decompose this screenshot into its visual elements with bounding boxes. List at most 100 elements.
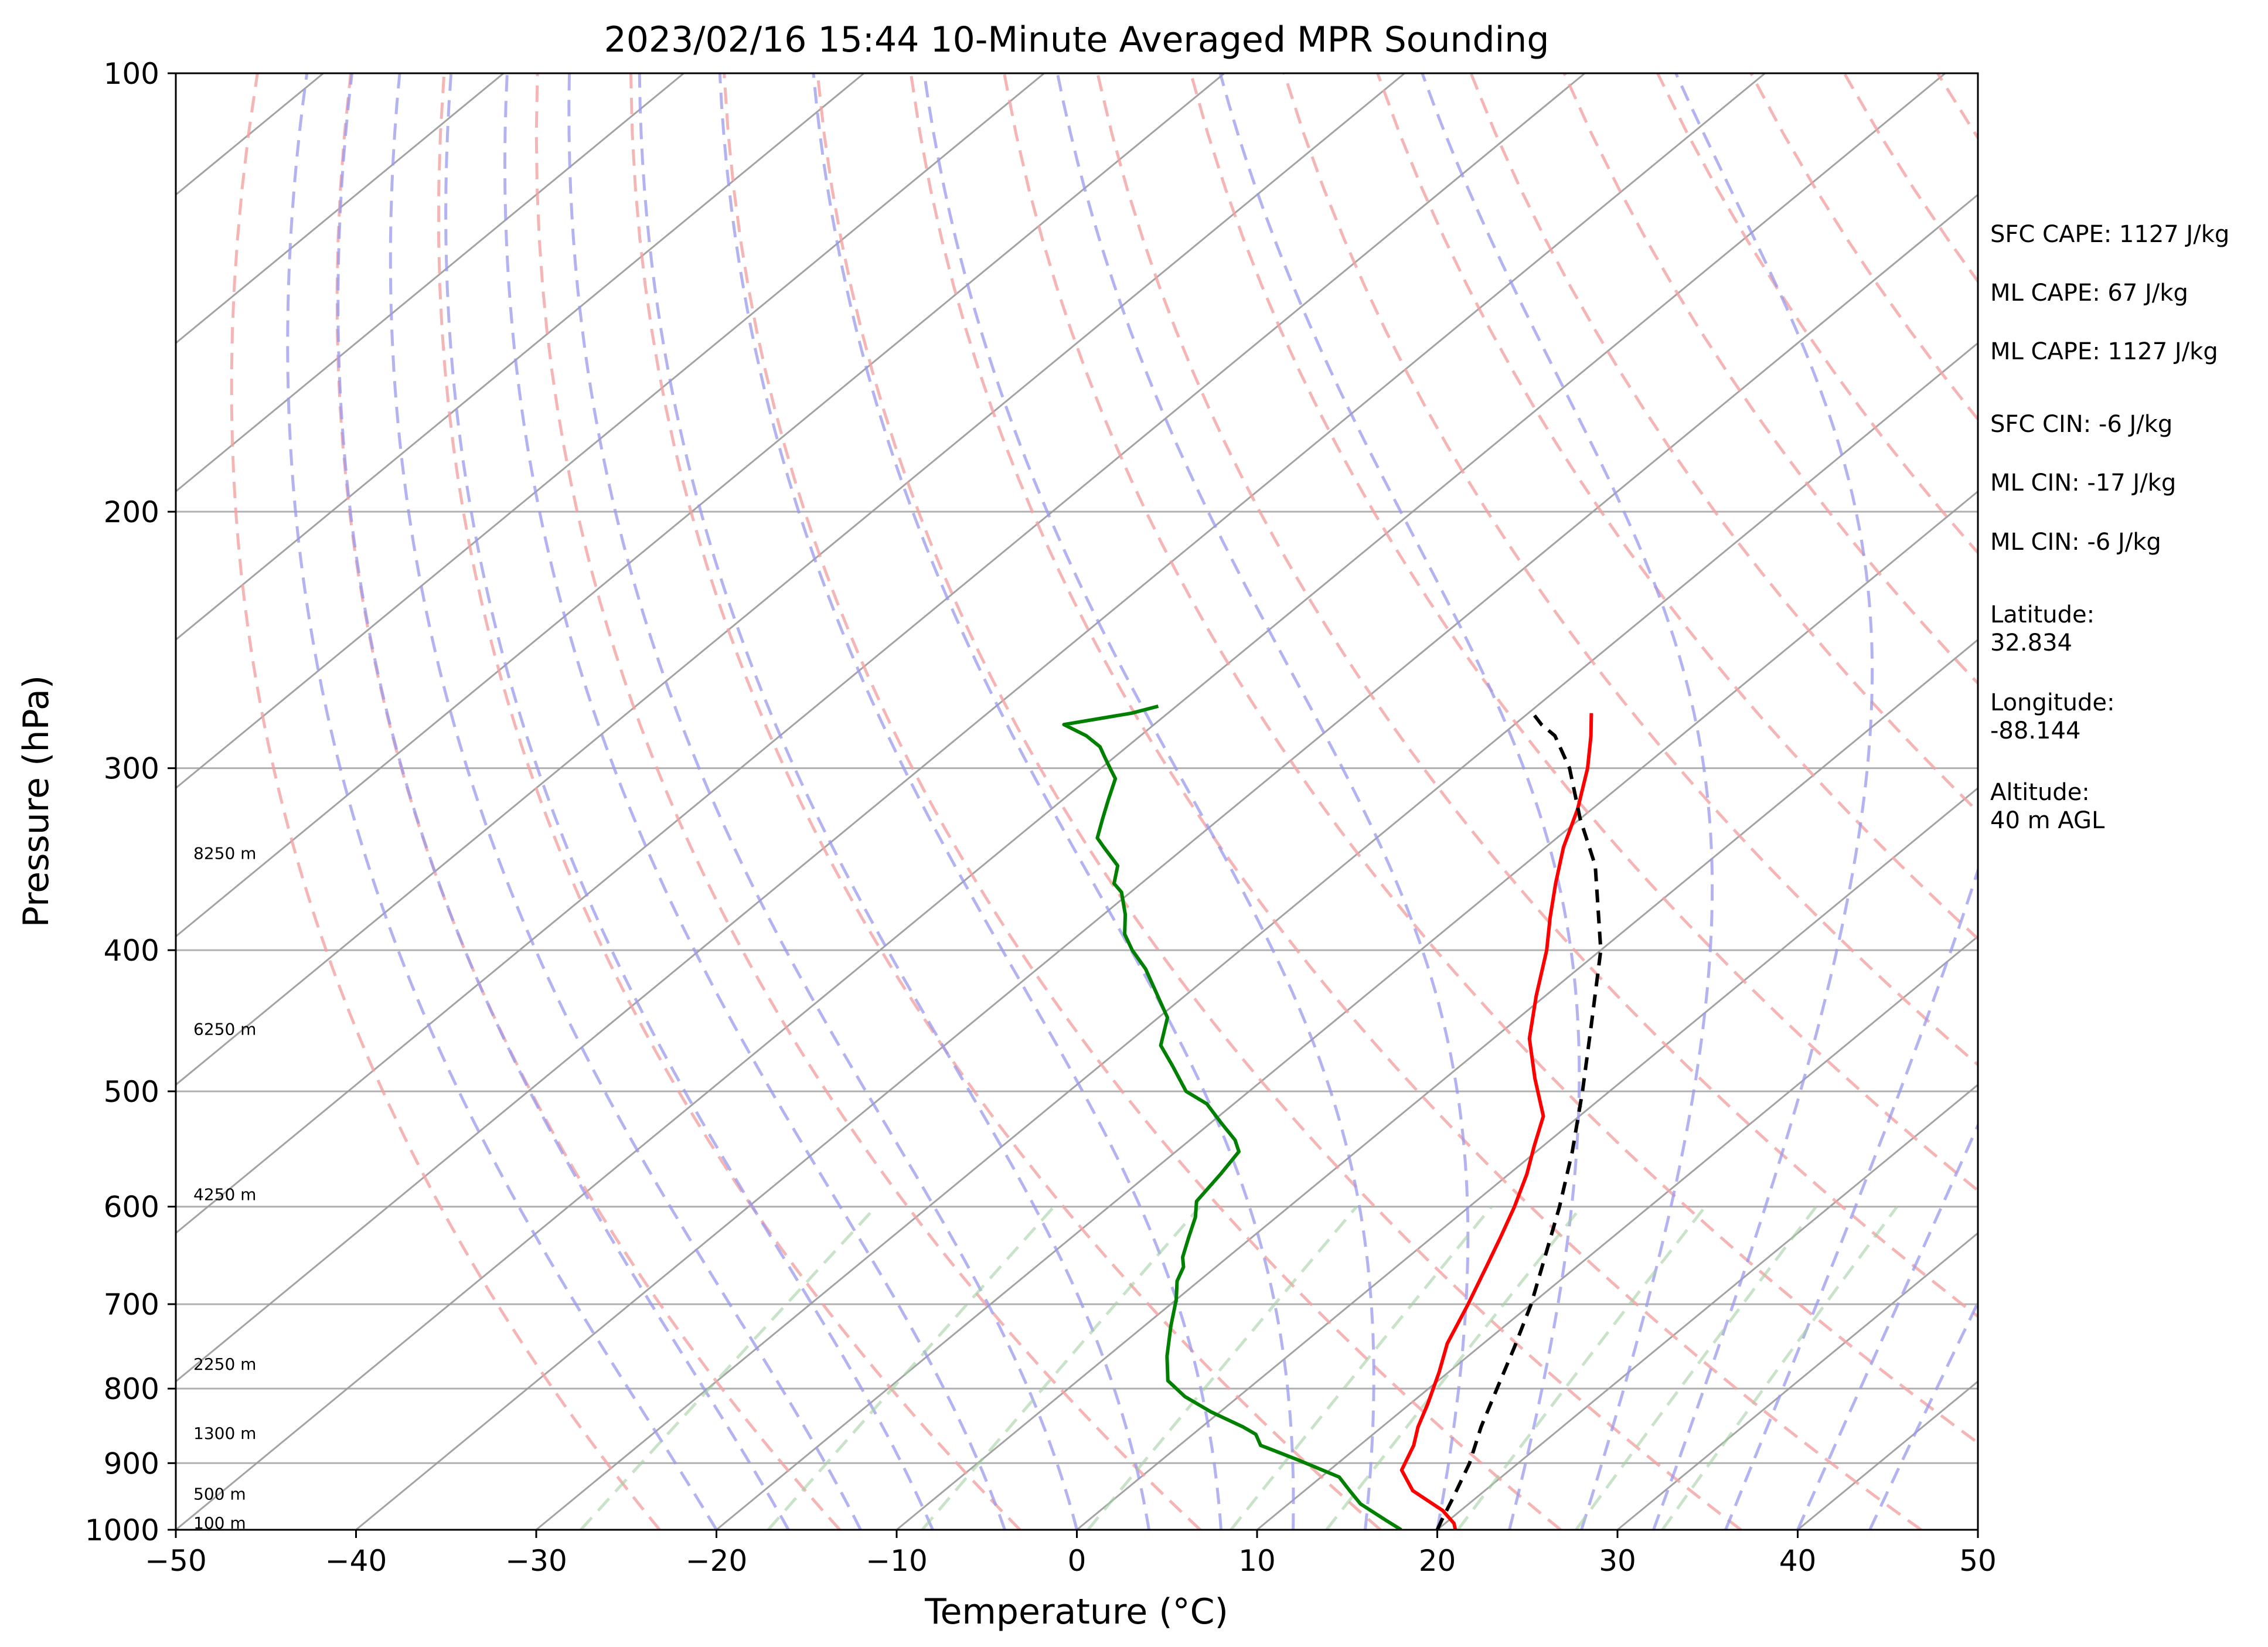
x-tick-label: 0 <box>1068 1544 1087 1578</box>
info-sfc-cape: SFC CAPE: 1127 J/kg <box>1990 221 2230 248</box>
moist-adiabat-line <box>503 73 1006 1530</box>
sounding-series <box>1062 704 1603 1530</box>
x-tick-label: −10 <box>866 1544 928 1578</box>
parcel-profile-line <box>1435 714 1603 1530</box>
chart-title: 2023/02/16 15:44 10-Minute Averaged MPR … <box>604 19 1550 60</box>
height-label: 500 m <box>193 1484 246 1503</box>
y-tick-label: 500 <box>104 1075 159 1109</box>
moist-adiabat-line <box>638 73 1150 1530</box>
height-label: 1300 m <box>193 1424 256 1443</box>
dry-adiabat-line <box>1189 73 1978 1193</box>
dry-adiabat-line <box>1469 73 1978 814</box>
info-sfc-cin: SFC CIN: -6 J/kg <box>1990 411 2173 438</box>
isotherm-line <box>176 73 1045 790</box>
dry-adiabat-line <box>629 73 1382 1530</box>
dry-adiabat-line <box>335 73 841 1530</box>
x-tick-label: 40 <box>1779 1544 1817 1578</box>
moist-adiabat-line <box>286 73 718 1530</box>
dry-adiabat-line <box>534 73 1201 1530</box>
background-lines <box>176 73 1978 1530</box>
y-tick-label: 900 <box>104 1447 159 1481</box>
y-axis-ticks: 1000 900 800 700 600 500 400 300 200 100 <box>85 57 176 1547</box>
x-tick-label: 20 <box>1419 1544 1456 1578</box>
x-tick-label: 30 <box>1599 1544 1636 1578</box>
mixing-ratio-line <box>921 1206 1201 1530</box>
isotherm-line <box>1256 935 1978 1530</box>
x-tick-label: −20 <box>686 1544 748 1578</box>
x-tick-label: 10 <box>1238 1544 1276 1578</box>
moist-adiabat-line <box>567 73 1078 1530</box>
mixing-ratio-line <box>767 1206 1055 1530</box>
info-ml-cin-2: ML CIN: -6 J/kg <box>1990 529 2161 556</box>
isotherm-line <box>1076 787 1978 1530</box>
isotherm-line <box>176 73 505 345</box>
moist-adiabat-line <box>1218 73 1581 1530</box>
mixing-ratio-line <box>1661 1206 1899 1530</box>
info-latitude: Latitude: 32.834 <box>1990 601 2095 656</box>
isotherm-line <box>896 638 1978 1530</box>
x-tick-label: −50 <box>145 1544 207 1578</box>
mixing-ratio-line <box>1087 1206 1358 1530</box>
isotherm-line <box>355 193 1978 1530</box>
moist-adiabat-line <box>1868 1299 1978 1530</box>
info-ml-cape: ML CAPE: 67 J/kg <box>1990 280 2188 307</box>
info-ml-cin: ML CIN: -17 J/kg <box>1990 469 2177 496</box>
moist-adiabat-line <box>1652 73 1874 1530</box>
info-longitude: Longitude: -88.144 <box>1990 689 2115 744</box>
moist-adiabat-line <box>444 73 934 1530</box>
moist-adiabat-line <box>336 73 790 1530</box>
y-tick-label: 100 <box>104 57 159 91</box>
dry-adiabat-line <box>909 73 1922 1530</box>
dry-adiabat-line <box>723 73 1562 1530</box>
height-label: 2250 m <box>193 1355 256 1374</box>
dry-adiabat-line <box>1282 73 1978 1067</box>
dry-adiabat-line <box>1096 73 1978 1319</box>
moist-adiabat-line <box>718 73 1222 1530</box>
moist-adiabat-line <box>1796 1122 1978 1530</box>
x-axis-ticks: −50 −40 −30 −20 −10 0 10 20 30 40 50 <box>145 1530 1997 1578</box>
mixing-ratio-line <box>1456 1206 1707 1530</box>
y-tick-label: 300 <box>104 752 159 786</box>
height-label: 4250 m <box>193 1185 256 1204</box>
moist-adiabat-line <box>389 73 862 1530</box>
isotherm-line <box>176 73 865 641</box>
isotherm-line <box>1436 1083 1978 1530</box>
dewpoint-profile-line <box>1062 704 1402 1530</box>
mixing-ratio-line <box>1575 1206 1817 1530</box>
x-tick-label: 50 <box>1959 1544 1997 1578</box>
mixing-ratio-line <box>1325 1206 1583 1530</box>
height-label: 8250 m <box>193 844 256 863</box>
moist-adiabat-line <box>1055 73 1470 1530</box>
isotherm-line <box>176 73 1405 1086</box>
dry-adiabat-line <box>1376 73 1978 941</box>
temperature-profile-line <box>1399 713 1593 1530</box>
y-tick-label: 700 <box>104 1288 159 1322</box>
dry-adiabat-line <box>230 73 661 1530</box>
isotherm-line <box>176 73 1586 1234</box>
x-tick-label: −40 <box>325 1544 387 1578</box>
y-tick-label: 1000 <box>85 1513 159 1547</box>
mixing-ratio-line <box>1230 1206 1493 1530</box>
mixing-ratio-line <box>580 1206 877 1530</box>
x-tick-label: −30 <box>505 1544 567 1578</box>
x-axis-label: Temperature (°C) <box>924 1591 1228 1632</box>
isotherm-line <box>536 342 1978 1530</box>
isotherm-line <box>176 73 1225 938</box>
info-ml-cape-2: ML CAPE: 1127 J/kg <box>1990 338 2218 365</box>
isotherm-line <box>176 73 1946 1530</box>
y-axis-label: Pressure (hPa) <box>16 675 57 927</box>
isotherm-line <box>176 73 685 493</box>
y-tick-label: 400 <box>104 934 159 968</box>
y-tick-label: 800 <box>104 1372 159 1406</box>
height-label: 6250 m <box>193 1019 256 1039</box>
isotherm-line <box>716 490 1978 1530</box>
dry-adiabat-line <box>1003 73 1978 1445</box>
info-altitude: Altitude: 40 m AGL <box>1990 779 2105 834</box>
moist-adiabat-line <box>922 73 1375 1530</box>
dry-adiabat-line <box>437 73 1021 1530</box>
isotherm-line <box>1617 1231 1978 1530</box>
moist-adiabat-line <box>1421 73 1714 1530</box>
